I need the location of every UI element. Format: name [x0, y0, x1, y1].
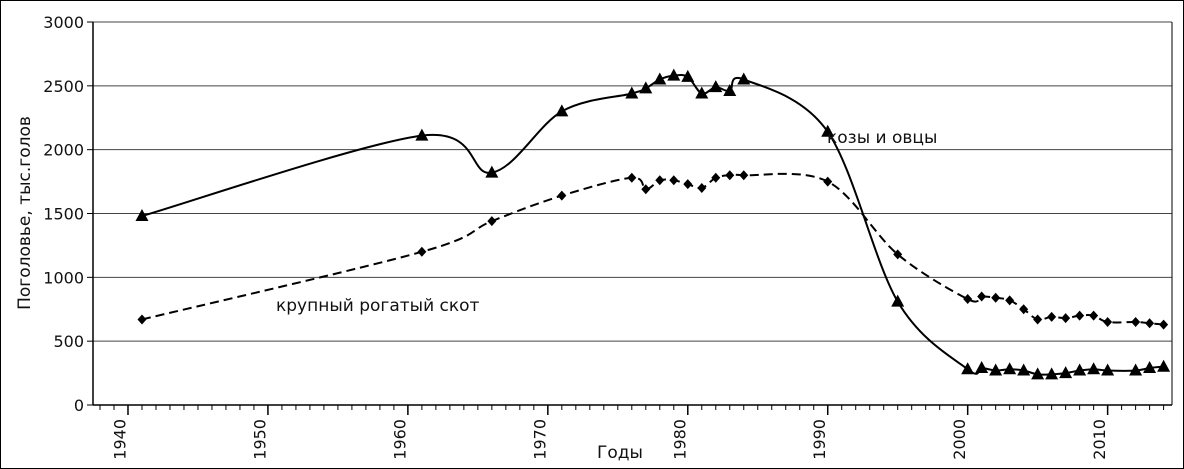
marker	[893, 249, 903, 260]
marker	[485, 165, 499, 178]
x-tick-label: 2000	[950, 419, 969, 460]
marker	[1017, 363, 1031, 376]
marker	[711, 172, 721, 183]
marker	[1087, 362, 1101, 375]
annotation: крупный рогатый скот	[276, 296, 480, 316]
marker	[669, 175, 679, 186]
series-line	[141, 73, 1164, 376]
marker	[137, 314, 147, 325]
y-tick-label: 1000	[43, 268, 84, 287]
marker	[695, 86, 709, 99]
marker	[487, 216, 497, 227]
marker	[417, 246, 427, 257]
marker	[681, 69, 695, 82]
marker	[667, 68, 681, 81]
marker	[641, 184, 651, 195]
marker	[1003, 362, 1017, 375]
marker	[697, 182, 707, 193]
annotation: козы и овцы	[827, 128, 937, 148]
marker	[1019, 304, 1029, 315]
marker	[1005, 295, 1015, 306]
marker	[821, 124, 835, 137]
y-tick-label: 0	[74, 396, 84, 415]
marker	[135, 209, 149, 222]
y-tick-label: 2000	[43, 141, 84, 160]
x-tick-label: 1970	[530, 419, 549, 460]
marker	[963, 294, 973, 305]
marker	[725, 170, 735, 181]
marker	[1031, 367, 1045, 380]
marker	[989, 363, 1003, 376]
marker	[975, 360, 989, 373]
marker	[1075, 310, 1085, 321]
marker	[1045, 367, 1059, 380]
marker	[639, 81, 653, 94]
marker	[737, 72, 751, 85]
marker	[1073, 363, 1087, 376]
y-axis-label: Поголовье, тыс.голов	[15, 116, 35, 310]
x-tick-label: 1960	[390, 419, 409, 460]
marker	[891, 294, 905, 307]
marker	[1129, 363, 1143, 376]
marker	[1061, 313, 1071, 324]
marker	[1159, 319, 1169, 330]
marker	[1143, 360, 1157, 373]
x-tick-label: 1990	[810, 419, 829, 460]
marker	[415, 128, 429, 141]
marker	[653, 72, 667, 85]
marker	[1101, 363, 1115, 376]
y-tick-label: 3000	[43, 13, 84, 32]
x-tick-label: 2010	[1090, 419, 1109, 460]
marker	[555, 104, 569, 117]
marker	[961, 362, 975, 375]
marker	[1059, 366, 1073, 379]
x-tick-label: 1950	[250, 419, 269, 460]
marker	[1131, 317, 1141, 328]
marker	[1089, 310, 1099, 321]
marker	[1033, 314, 1043, 325]
marker	[1103, 317, 1113, 328]
marker	[709, 80, 723, 93]
marker	[683, 179, 693, 190]
y-tick-label: 500	[53, 332, 84, 351]
marker	[655, 175, 665, 186]
marker	[739, 170, 749, 181]
marker	[1145, 318, 1155, 329]
y-tick-label: 2500	[43, 77, 84, 96]
y-tick-label: 1500	[43, 205, 84, 224]
marker	[977, 291, 987, 302]
marker	[723, 83, 737, 96]
marker	[823, 176, 833, 187]
marker	[625, 86, 639, 99]
x-axis-label: Годы	[597, 443, 643, 463]
marker	[627, 172, 637, 183]
x-tick-label: 1980	[670, 419, 689, 460]
marker	[557, 190, 567, 201]
x-tick-label: 1940	[110, 419, 129, 460]
marker	[1157, 359, 1171, 372]
marker	[991, 292, 1001, 303]
marker	[1047, 311, 1057, 322]
